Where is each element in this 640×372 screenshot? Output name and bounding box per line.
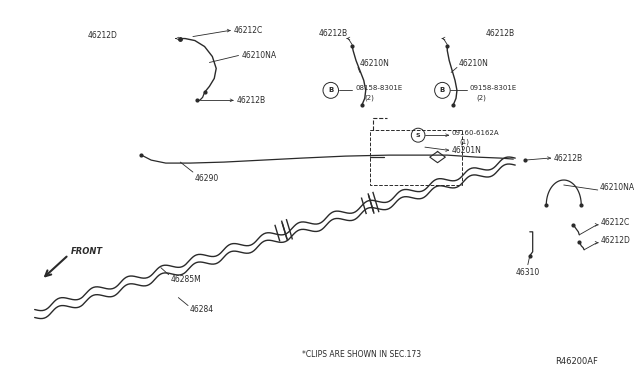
Text: 46285M: 46285M <box>171 275 202 284</box>
Text: 46212B: 46212B <box>319 29 348 38</box>
Bar <box>369 130 462 185</box>
Text: 46210NA: 46210NA <box>241 51 276 60</box>
Text: (1): (1) <box>459 139 469 145</box>
Text: 46310: 46310 <box>515 268 540 277</box>
Text: R46200AF: R46200AF <box>555 357 598 366</box>
Text: 46210N: 46210N <box>459 59 489 68</box>
Text: B: B <box>440 87 445 93</box>
Text: 46212B: 46212B <box>554 154 583 163</box>
Text: 46210N: 46210N <box>360 59 390 68</box>
Text: 09160-6162A: 09160-6162A <box>451 130 499 136</box>
Text: B: B <box>328 87 333 93</box>
Text: 46212B: 46212B <box>486 29 515 38</box>
Text: 46212C: 46212C <box>234 26 263 35</box>
Text: FRONT: FRONT <box>70 247 102 256</box>
Text: 46212D: 46212D <box>88 31 118 40</box>
Text: 46210NA: 46210NA <box>600 183 635 192</box>
Text: 46212B: 46212B <box>237 96 266 105</box>
Text: 46212D: 46212D <box>601 236 630 245</box>
Text: (2): (2) <box>476 94 486 100</box>
Text: 46201N: 46201N <box>451 145 481 155</box>
Text: 46284: 46284 <box>190 305 214 314</box>
Text: 09158-8301E: 09158-8301E <box>470 85 517 92</box>
Text: 46212C: 46212C <box>601 218 630 227</box>
Text: S: S <box>416 133 420 138</box>
Text: *CLIPS ARE SHOWN IN SEC.173: *CLIPS ARE SHOWN IN SEC.173 <box>301 350 420 359</box>
Text: (2): (2) <box>365 94 374 100</box>
Text: 46290: 46290 <box>195 173 219 183</box>
Text: 08158-8301E: 08158-8301E <box>355 85 403 92</box>
